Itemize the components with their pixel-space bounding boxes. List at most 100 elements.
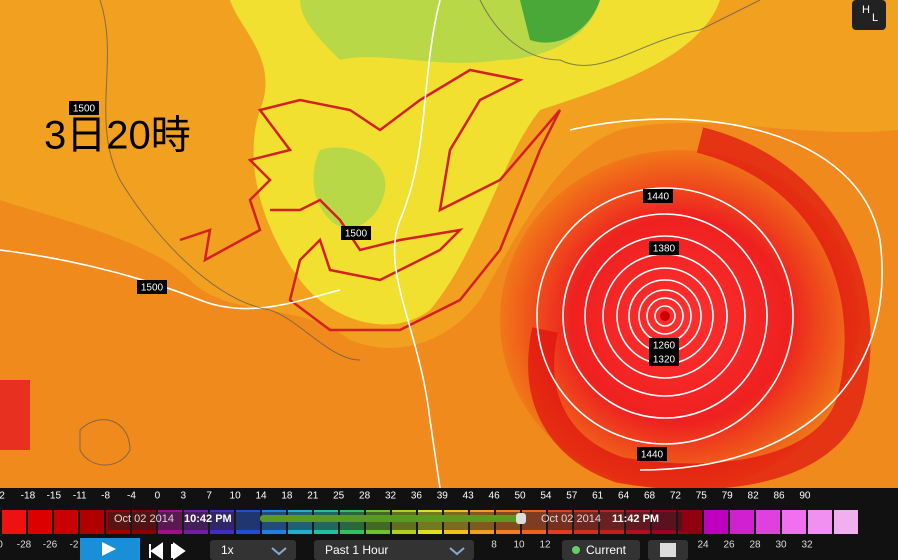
red-patch: [0, 380, 30, 450]
contour-label: 1260: [653, 341, 676, 352]
legend-top-label: 21: [307, 491, 319, 502]
contour-label-box: [341, 226, 371, 240]
legend-top-label: 64: [618, 491, 630, 502]
legend-top-label: -4: [127, 491, 136, 502]
contour-label: 1440: [641, 450, 664, 461]
yellow-zone: [230, 0, 720, 325]
legend-top-label: 3: [181, 491, 187, 502]
legend-top-label: 10: [230, 491, 242, 502]
contour-label-box: [649, 352, 679, 366]
legend-top-label: 90: [799, 491, 811, 502]
legend-top-label: 61: [592, 491, 604, 502]
legend-bottom-label: 30: [775, 540, 787, 551]
legend-top-label: 7: [206, 491, 212, 502]
color-swatch: [704, 510, 728, 534]
speed-text: 1x: [221, 543, 234, 557]
color-swatch: [54, 510, 78, 534]
color-swatch: [808, 510, 832, 534]
end-time: 11:42 PM: [612, 513, 659, 525]
current-dot: [572, 546, 580, 554]
contour-label: 1440: [647, 192, 670, 203]
color-swatch: [834, 510, 858, 534]
red-contour: [179, 68, 562, 332]
start-time: 10:42 PM: [184, 513, 232, 525]
legend-bottom-label: 24: [697, 540, 709, 551]
legend-top-label: 54: [540, 491, 552, 502]
step-buttons[interactable]: [149, 542, 186, 560]
color-swatch: [730, 510, 754, 534]
contour-label: 1500: [141, 283, 164, 294]
legend-top-label: 32: [385, 491, 397, 502]
typhoon-core: [500, 150, 860, 488]
contour-label-box: [637, 447, 667, 461]
range-select[interactable]: [314, 540, 474, 560]
dropdown-arrows: [271, 547, 465, 556]
badge-h: H: [862, 4, 870, 16]
color-swatch: [2, 510, 26, 534]
legend-top-label: -18: [21, 491, 36, 502]
speed-select[interactable]: [210, 540, 296, 560]
legend-bar: Oct 02 2014 10:42 PM Oct 02 2014 11:42 P…: [0, 488, 898, 560]
green-core: [520, 0, 600, 43]
contour-label-box: [137, 280, 167, 294]
timeline-handle[interactable]: [516, 513, 526, 524]
legend-bottom-label: 12: [539, 540, 551, 551]
legend-top-label: 18: [281, 491, 293, 502]
legend-top-label: 2: [0, 491, 5, 502]
play-icon: [102, 542, 116, 556]
typhoon-band: [528, 127, 871, 488]
pressure-contours: [0, 0, 883, 488]
start-date: Oct 02 2014: [114, 513, 174, 525]
legend-top-label: 68: [644, 491, 656, 502]
color-swatch: [782, 510, 806, 534]
color-swatch: [756, 510, 780, 534]
legend-top-label: 50: [514, 491, 526, 502]
badge-l: L: [872, 12, 878, 24]
contour-label-box: [649, 338, 679, 352]
coastlines: [79, 0, 761, 466]
contour-label-box: [69, 101, 99, 115]
contour-label: 1500: [345, 229, 368, 240]
legend-bottom-label: 32: [801, 540, 813, 551]
time-label: 3日20時: [44, 114, 191, 158]
legend-top-label: 79: [722, 491, 734, 502]
current-text: Current: [586, 543, 627, 557]
contour-label: 1320: [653, 355, 676, 366]
contour-label-box: [643, 189, 673, 203]
legend-bottom-label: 8: [491, 540, 497, 551]
legend-top-label: -11: [73, 491, 87, 502]
legend-bottom-label: 26: [723, 540, 735, 551]
timeline-progress[interactable]: [260, 515, 522, 522]
legend-bottom-label: -26: [43, 540, 58, 551]
legend-top-label: 28: [359, 491, 371, 502]
legend-top-label: 82: [748, 491, 760, 502]
hl-badge[interactable]: [852, 0, 886, 30]
green-island: [313, 147, 386, 229]
legend-bottom-label: 28: [749, 540, 761, 551]
legend-bottom-label: 0: [0, 540, 3, 551]
legend-top-label: 72: [670, 491, 682, 502]
legend-bottom-label: -28: [17, 540, 32, 551]
legend-top-label: 86: [773, 491, 785, 502]
color-swatch: [80, 510, 104, 534]
range-text: Past 1 Hour: [325, 543, 388, 557]
legend-top-label: 25: [333, 491, 345, 502]
legend-top-label: 43: [463, 491, 475, 502]
legend-bottom-label: -2: [70, 540, 79, 551]
legend-bottom-label: 10: [513, 540, 525, 551]
legend-top-label: 75: [696, 491, 708, 502]
current-button[interactable]: [562, 540, 640, 560]
typhoon-eye: [660, 311, 670, 321]
contour-label: 1500: [73, 104, 96, 115]
contour-label-box: [649, 241, 679, 255]
legend-top-label: -8: [101, 491, 110, 502]
legend-top-label: 0: [155, 491, 161, 502]
legend-top-label: 39: [437, 491, 449, 502]
legend-top-label: 46: [489, 491, 501, 502]
legend-top-label: 36: [411, 491, 423, 502]
weather-map: 3日20時 1500 1500 1500 1440 1380 1260 1320 1440 H…: [0, 0, 898, 488]
end-date: Oct 02 2014: [541, 513, 601, 525]
legend-top-label: 57: [566, 491, 578, 502]
legend-top-label: 14: [255, 491, 267, 502]
